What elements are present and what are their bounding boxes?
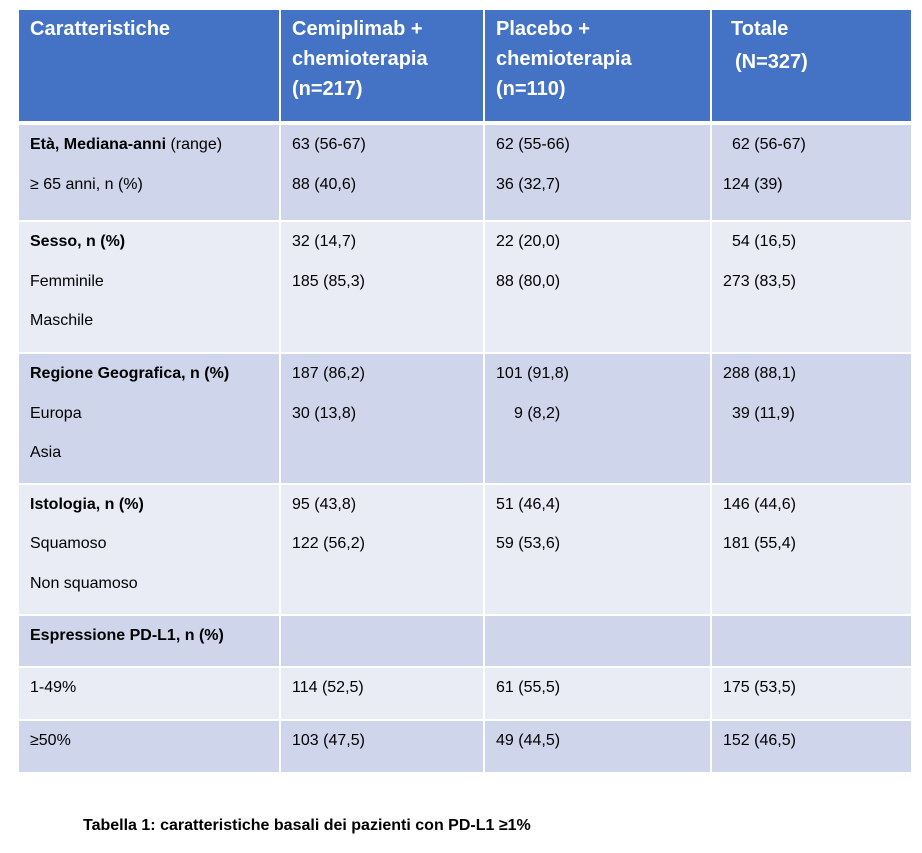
table-row-eta: Età, Mediana-anni (range) ≥ 65 anni, n (…	[19, 123, 911, 222]
cell-totale: 288 (88,1) 39 (11,9)	[711, 353, 911, 485]
header-row: Caratteristiche Cemiplimab + chemioterapi…	[19, 10, 911, 125]
cell-cemiplimab: 114 (52,5)	[280, 666, 485, 721]
row-label: Espressione PD-L1, n (%)	[19, 614, 281, 668]
table-row-pdl1-high: ≥50% 103 (47,5) 49 (44,5) 152 (46,5)	[19, 719, 911, 774]
cell-cemiplimab: 63 (56-67) 88 (40,6)	[280, 123, 485, 222]
cell-totale	[711, 614, 911, 668]
cell-cemiplimab	[280, 614, 485, 668]
row-label: Regione Geografica, n (%) Europa Asia	[19, 353, 281, 485]
cell-placebo: 62 (55-66) 36 (32,7)	[484, 123, 712, 222]
cell-placebo: 101 (91,8) 9 (8,2)	[484, 353, 712, 485]
cell-cemiplimab: 103 (47,5)	[280, 719, 485, 774]
row-label: 1-49%	[19, 666, 281, 721]
table-caption: Tabella 1: caratteristiche basali dei pa…	[83, 817, 531, 834]
cell-totale: 175 (53,5)	[711, 666, 911, 721]
row-label: Età, Mediana-anni (range) ≥ 65 anni, n (…	[19, 123, 281, 222]
cell-totale: 62 (56-67) 124 (39)	[711, 123, 911, 222]
cell-totale: 152 (46,5)	[711, 719, 911, 774]
header-caratteristiche: Caratteristiche	[19, 10, 281, 125]
header-totale: Totale (N=327)	[711, 10, 911, 125]
cell-totale: 54 (16,5) 273 (83,5)	[711, 221, 911, 354]
table-row-regione: Regione Geografica, n (%) Europa Asia 18…	[19, 353, 911, 485]
cell-placebo: 51 (46,4) 59 (53,6)	[484, 483, 712, 616]
cell-placebo: 22 (20,0) 88 (80,0)	[484, 221, 712, 354]
cell-totale: 146 (44,6) 181 (55,4)	[711, 483, 911, 616]
header-cemiplimab: Cemiplimab + chemioterapia (n=217)	[280, 10, 485, 125]
patient-characteristics-table: Caratteristiche Cemiplimab + chemioterapi…	[19, 10, 911, 774]
row-label: ≥50%	[19, 719, 281, 774]
table-row-pdl1-low: 1-49% 114 (52,5) 61 (55,5) 175 (53,5)	[19, 666, 911, 721]
header-placebo: Placebo + chemioterapia (n=110)	[484, 10, 712, 125]
table-row-sesso: Sesso, n (%) Femminile Maschile 32 (14,7…	[19, 221, 911, 354]
row-label: Sesso, n (%) Femminile Maschile	[19, 221, 281, 354]
row-label: Istologia, n (%) Squamoso Non squamoso	[19, 483, 281, 616]
cell-cemiplimab: 95 (43,8) 122 (56,2)	[280, 483, 485, 616]
cell-cemiplimab: 32 (14,7) 185 (85,3)	[280, 221, 485, 354]
table-row-istologia: Istologia, n (%) Squamoso Non squamoso 9…	[19, 483, 911, 616]
cell-placebo	[484, 614, 712, 668]
cell-placebo: 49 (44,5)	[484, 719, 712, 774]
table-row-pdl1: Espressione PD-L1, n (%)	[19, 614, 911, 668]
cell-placebo: 61 (55,5)	[484, 666, 712, 721]
cell-cemiplimab: 187 (86,2) 30 (13,8)	[280, 353, 485, 485]
